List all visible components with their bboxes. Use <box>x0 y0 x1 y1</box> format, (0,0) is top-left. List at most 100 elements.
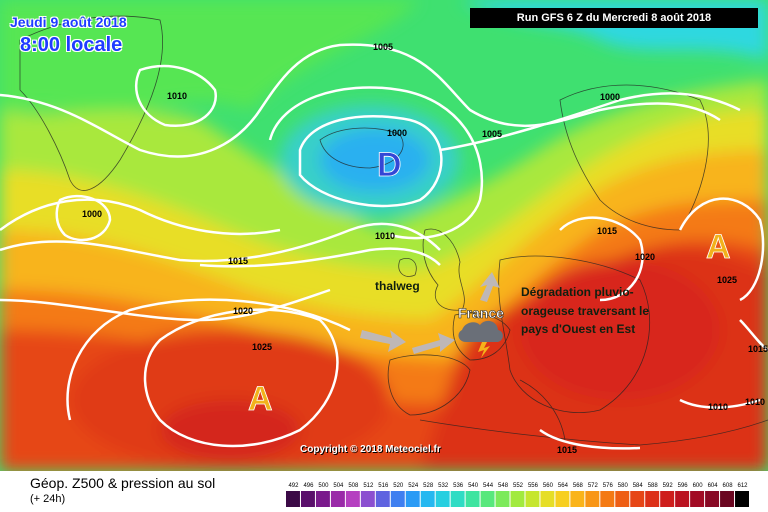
isobar-label: 1010 <box>745 397 765 407</box>
france-label: France <box>458 305 504 321</box>
scale-swatch <box>525 491 540 507</box>
color-scale: 492 496 500 504 508 512 516 520 524 528 532 536 540 5… <box>286 483 749 507</box>
note-line: pays d'Ouest en Est <box>521 322 635 336</box>
scale-swatch <box>510 491 525 507</box>
isobar-label: 1015 <box>228 256 248 266</box>
scale-tick-label: 528 <box>423 483 434 489</box>
scale-swatch <box>630 491 645 507</box>
isobar-label: 1010 <box>375 231 395 241</box>
scale-tick-label: 500 <box>318 483 329 489</box>
scale-swatch <box>585 491 600 507</box>
scale-swatch <box>405 491 420 507</box>
scale-swatch <box>286 491 300 507</box>
note-line: orageuse traversant le <box>521 304 649 318</box>
high-pressure-center: A <box>706 228 731 266</box>
scale-tick-label: 604 <box>708 483 719 489</box>
z500-color-field <box>0 0 768 471</box>
scale-swatch <box>390 491 405 507</box>
scale-swatch <box>600 491 615 507</box>
legend-bar: Géop. Z500 & pression au sol (+ 24h) 492… <box>0 471 768 512</box>
storm-cloud-icon <box>458 320 503 342</box>
scale-swatch <box>690 491 705 507</box>
scale-tick-label: 584 <box>633 483 644 489</box>
legend-title: Géop. Z500 & pression au sol <box>30 475 216 491</box>
isobar-label: 1005 <box>482 129 502 139</box>
scale-swatch <box>540 491 555 507</box>
geopotential-map: 1010 1005 1000 1005 1000 1000 1010 1015 … <box>0 0 768 471</box>
thalweg-arrows <box>360 272 500 354</box>
thalweg-label: thalweg <box>375 279 420 293</box>
scale-swatch <box>480 491 495 507</box>
isobar-label: 1020 <box>233 306 253 316</box>
high-pressure-center: A <box>248 380 273 418</box>
scale-swatch <box>345 491 360 507</box>
scale-tick-label: 564 <box>558 483 569 489</box>
scale-swatch <box>375 491 390 507</box>
scale-swatch <box>330 491 345 507</box>
scale-tick-label: 580 <box>618 483 629 489</box>
scale-swatch <box>300 491 315 507</box>
scale-tick-label: 592 <box>663 483 674 489</box>
scale-tick-label: 568 <box>573 483 584 489</box>
scale-swatch <box>315 491 330 507</box>
scale-swatch <box>450 491 465 507</box>
isobar-label: 1025 <box>717 275 737 285</box>
scale-swatch <box>570 491 585 507</box>
scale-tick-label: 536 <box>453 483 464 489</box>
scale-tick-label: 512 <box>363 483 374 489</box>
scale-tick-label: 576 <box>603 483 614 489</box>
lightning-icon <box>478 342 490 358</box>
copyright-notice: Copyright © 2018 Meteociel.fr <box>300 444 441 455</box>
forecast-hour: 8:00 locale <box>20 34 123 56</box>
scale-swatch <box>555 491 570 507</box>
isobar-label: 1015 <box>597 226 617 236</box>
low-pressure-center: D <box>377 146 402 184</box>
scale-swatch <box>465 491 480 507</box>
scale-tick-label: 612 <box>738 483 749 489</box>
scale-tick-label: 608 <box>723 483 734 489</box>
scale-tick-label: 492 <box>288 483 299 489</box>
scale-tick-label: 600 <box>693 483 704 489</box>
isobars <box>0 43 768 450</box>
scale-tick-label: 496 <box>303 483 314 489</box>
scale-swatch <box>645 491 660 507</box>
scale-tick-label: 532 <box>438 483 449 489</box>
isobar-label: 1025 <box>252 342 272 352</box>
scale-swatch <box>705 491 720 507</box>
scale-tick-label: 524 <box>408 483 419 489</box>
scale-swatch <box>735 491 749 507</box>
isobar-label: 1005 <box>373 42 393 52</box>
scale-tick-label: 516 <box>378 483 389 489</box>
scale-tick-label: 520 <box>393 483 404 489</box>
isobar-labels: 1010 1005 1000 1005 1000 1000 1010 1015 … <box>82 42 768 455</box>
scale-tick-label: 548 <box>498 483 509 489</box>
map-canvas: 1010 1005 1000 1005 1000 1000 1010 1015 … <box>0 0 768 471</box>
scale-tick-label: 544 <box>483 483 494 489</box>
scale-swatch <box>720 491 735 507</box>
scale-tick-label: 596 <box>678 483 689 489</box>
scale-tick-label: 540 <box>468 483 479 489</box>
scale-swatch <box>675 491 690 507</box>
note-line: Dégradation pluvio- <box>521 285 634 299</box>
scale-swatch <box>615 491 630 507</box>
isobar-label: 1000 <box>387 128 407 138</box>
isobar-label: 1010 <box>708 402 728 412</box>
forecast-date: Jeudi 9 août 2018 <box>10 14 127 30</box>
scale-tick-label: 552 <box>513 483 524 489</box>
legend-subtitle: (+ 24h) <box>30 493 66 505</box>
scale-swatch <box>420 491 435 507</box>
degradation-note: Dégradation pluvio- orageuse traversant … <box>521 285 649 336</box>
isobar-label: 1015 <box>557 445 577 455</box>
scale-tick-label: 572 <box>588 483 599 489</box>
scale-tick-label: 508 <box>348 483 359 489</box>
scale-tick-label: 588 <box>648 483 659 489</box>
isobar-label: 1000 <box>600 92 620 102</box>
run-info-box: Run GFS 6 Z du Mercredi 8 août 2018 <box>470 8 758 28</box>
scale-tick-label: 504 <box>333 483 344 489</box>
isobar-label: 1000 <box>82 209 102 219</box>
isobar-label: 1015 <box>748 344 768 354</box>
scale-swatch <box>435 491 450 507</box>
isobar-label: 1020 <box>635 252 655 262</box>
scale-tick-label: 560 <box>543 483 554 489</box>
